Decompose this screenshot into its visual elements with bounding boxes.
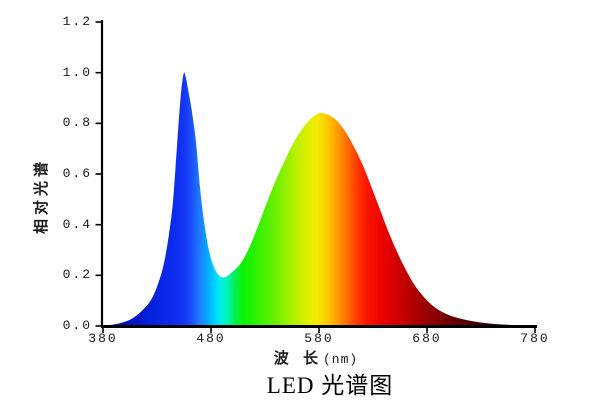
y-tick-label-1.0: 1.0 [62, 65, 92, 80]
spectrum-curve-area [103, 72, 535, 326]
y-tick-label-0.2: 0.2 [62, 267, 92, 282]
x-tick-label-580: 580 [304, 331, 334, 346]
x-axis-title-text: 波 长 [273, 350, 323, 367]
y-axis-title: 相对光谱 [33, 158, 50, 235]
y-tick-label-0.8: 0.8 [62, 115, 92, 130]
y-tick-label-0.0: 0.0 [62, 318, 92, 333]
axis-lines [95, 20, 537, 333]
x-axis-title: 波 长(nm) [216, 347, 416, 368]
y-tick-label-1.2: 1.2 [62, 14, 92, 29]
y-tick-label-0.4: 0.4 [62, 217, 92, 232]
x-axis-title-unit: (nm) [322, 352, 359, 367]
x-tick-label-780: 780 [520, 331, 550, 346]
x-tick-label-380: 380 [88, 331, 118, 346]
y-tick-label-0.6: 0.6 [62, 166, 92, 181]
x-tick-label-680: 680 [412, 331, 442, 346]
x-tick-label-480: 480 [196, 331, 226, 346]
chart-title: LED 光谱图 [266, 373, 394, 398]
